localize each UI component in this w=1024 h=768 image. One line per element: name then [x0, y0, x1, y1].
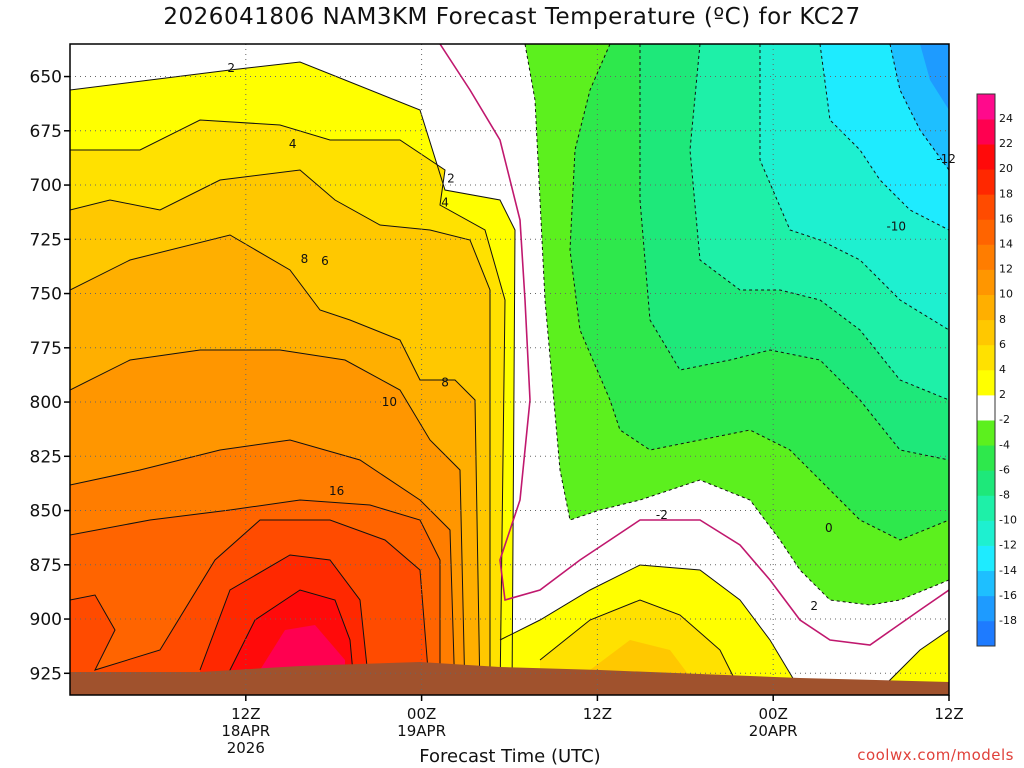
colorbar-cell: [977, 470, 995, 496]
contour-label: 2: [447, 172, 455, 186]
colorbar-cell: [977, 545, 995, 572]
x-tick-label: 12Z: [231, 705, 260, 723]
contour-label: 0: [825, 521, 833, 535]
y-tick-label: 775: [30, 339, 62, 359]
colorbar-cell: [977, 520, 995, 546]
contour-lines-cold: [524, 44, 949, 606]
x-tick-label: 2026: [227, 739, 265, 757]
contour-label: 2: [810, 599, 818, 613]
contour-label: 8: [301, 252, 309, 266]
colorbar-cell: [977, 144, 995, 170]
x-tick-label: 12Z: [934, 705, 963, 723]
colorbar-label: -18: [999, 614, 1017, 627]
x-axis-label: Forecast Time (UTC): [419, 746, 601, 767]
colorbar-label: 18: [999, 187, 1013, 200]
colorbar-label: -14: [999, 564, 1017, 577]
colorbar-label: 8: [999, 313, 1006, 326]
contour-label: -12: [936, 152, 956, 166]
band-cold-minus16-18: [920, 44, 949, 110]
y-tick-label: 725: [30, 230, 62, 250]
colorbar-label: -8: [999, 489, 1010, 502]
colorbar-cell: [977, 294, 995, 321]
colorbar-cell: [977, 344, 995, 371]
colorbar-label: 16: [999, 212, 1013, 225]
colorbar: 24 22 20 18 16 14 12 10 8 6 4 2 -2 -4 -6 -8 -10 -12 -14 -16…: [976, 93, 1017, 647]
x-tick-label: 19APR: [397, 722, 446, 740]
colorbar-label: 10: [999, 288, 1013, 301]
colorbar-cell: [977, 119, 995, 145]
colorbar-label: 4: [999, 363, 1006, 376]
x-tick-label: 12Z: [583, 705, 612, 723]
y-tick-label: 675: [30, 122, 62, 142]
contour-label: 16: [329, 484, 344, 498]
y-tick-label: 750: [30, 285, 62, 305]
y-tick-label: 800: [30, 393, 62, 413]
band-late-warm-right: [880, 630, 949, 695]
colorbar-label: -2: [999, 413, 1010, 426]
colorbar-cell: [977, 495, 995, 521]
y-tick-label: 900: [30, 610, 62, 630]
y-axis: 650 675 700 725 750 775 800 825 850 875 900 925: [30, 68, 70, 684]
colorbar-label: -4: [999, 438, 1010, 451]
zero-isotherm: [439, 44, 949, 646]
contour-label: 10: [382, 395, 397, 409]
y-tick-label: 700: [30, 176, 62, 196]
chart-title: 2026041806 NAM3KM Forecast Temperature (…: [163, 4, 861, 30]
terrain: [70, 662, 949, 695]
colorbar-label: 24: [999, 112, 1013, 125]
colorbar-cell: [977, 319, 995, 346]
y-tick-label: 925: [30, 664, 62, 684]
colorbar-label: -6: [999, 463, 1010, 476]
colorbar-cell: [977, 445, 995, 471]
colorbar-cell: [977, 269, 995, 296]
contour-lines: [70, 61, 949, 695]
colorbar-cell: [977, 244, 995, 270]
colorbar-cell: [977, 219, 995, 245]
colorbar-cell: [977, 395, 995, 421]
x-tick-label: 00Z: [759, 705, 788, 723]
plot-frame: [69, 43, 950, 696]
contour-label: 2: [227, 61, 235, 75]
contour-label: -2: [656, 508, 668, 522]
colorbar-label: 14: [999, 238, 1013, 251]
contour-label: 4: [441, 195, 449, 209]
x-tick-label: 00Z: [407, 705, 436, 723]
contour-label: 6: [321, 254, 329, 268]
colorbar-cell: [977, 595, 995, 622]
y-tick-label: 825: [30, 447, 62, 467]
colorbar-label: -16: [999, 589, 1017, 602]
colorbar-label: -12: [999, 539, 1017, 552]
colorbar-cell: [977, 570, 995, 597]
colorbar-cell: [977, 169, 995, 195]
colorbar-label: 22: [999, 137, 1013, 150]
colorbar-label: 20: [999, 162, 1013, 175]
colorbar-label: 2: [999, 388, 1006, 401]
y-tick-label: 850: [30, 502, 62, 522]
colorbar-cell: [977, 620, 995, 647]
colorbar-cell: [977, 194, 995, 220]
contour-label: -10: [886, 219, 906, 233]
colorbar-cell: [977, 420, 995, 446]
colorbar-cell: [977, 94, 995, 120]
y-tick-label: 875: [30, 556, 62, 576]
x-tick-label: 18APR: [221, 722, 270, 740]
colorbar-cell: [977, 370, 995, 396]
colorbar-frame: [976, 93, 996, 647]
colorbar-label: -10: [999, 514, 1017, 527]
colorbar-label: 6: [999, 338, 1006, 351]
y-tick-label: 650: [30, 68, 62, 88]
contour-label: 8: [441, 376, 449, 390]
watermark: coolwx.com/models: [857, 746, 1014, 764]
x-tick-label: 20APR: [749, 722, 798, 740]
colorbar-label: 12: [999, 263, 1013, 276]
contour-label: 4: [289, 137, 297, 151]
